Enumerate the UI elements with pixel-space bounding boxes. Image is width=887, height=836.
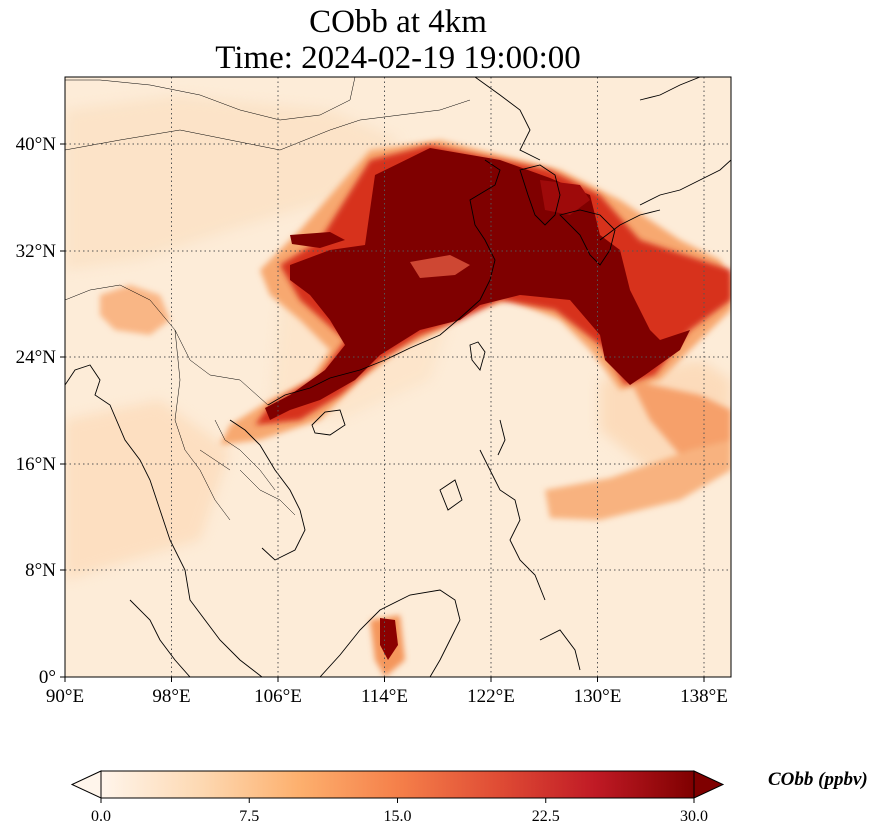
x-tick-label: 138°E xyxy=(680,686,728,707)
colorbar-gradient xyxy=(100,770,695,799)
map-plot-area xyxy=(64,76,732,678)
y-tick-label: 40°N xyxy=(16,134,57,155)
x-tick-label: 90°E xyxy=(46,686,84,707)
y-axis-tick-labels: 0° 8°N 16°N 24°N 32°N 40°N xyxy=(16,134,57,688)
x-tick-label: 114°E xyxy=(361,686,408,707)
colorbar-extend-max xyxy=(693,770,725,799)
colorbar-tick-label: 7.5 xyxy=(239,808,259,825)
colorbar-tick-marks xyxy=(100,798,695,803)
x-tick-label: 122°E xyxy=(467,686,515,707)
map-title-line1: CObb at 4km xyxy=(309,4,487,40)
country-borders xyxy=(65,77,471,521)
colorbar-tick-label: 15.0 xyxy=(384,808,412,825)
axis-tick-marks xyxy=(60,143,705,682)
plume-core xyxy=(265,148,690,660)
colorbar-tick-label: 0.0 xyxy=(91,808,111,825)
x-tick-label: 98°E xyxy=(152,686,190,707)
gridlines xyxy=(65,77,731,677)
colorbar-tick-label: 30.0 xyxy=(680,808,708,825)
colorbar-extend-min xyxy=(70,770,102,799)
colorbar: 0.0 7.5 15.0 22.5 30.0 xyxy=(70,770,725,825)
y-tick-label: 24°N xyxy=(16,347,57,368)
y-tick-label: 32°N xyxy=(16,241,57,262)
colorbar-tick-label: 22.5 xyxy=(532,808,560,825)
y-tick-label: 16°N xyxy=(16,454,57,475)
map-title-line2: Time: 2024-02-19 19:00:00 xyxy=(215,40,581,76)
plume-gap xyxy=(410,255,470,278)
y-tick-label: 0° xyxy=(39,667,56,688)
x-tick-label: 130°E xyxy=(574,686,622,707)
x-tick-label: 106°E xyxy=(254,686,302,707)
coastlines xyxy=(65,77,731,677)
concentration-field xyxy=(65,95,731,677)
x-axis-tick-labels: 90°E 98°E 106°E 114°E 122°E 130°E 138°E xyxy=(46,686,728,707)
y-tick-label: 8°N xyxy=(25,560,56,581)
colorbar-label: CObb (ppbv) xyxy=(768,769,868,790)
map-frame xyxy=(64,76,732,678)
